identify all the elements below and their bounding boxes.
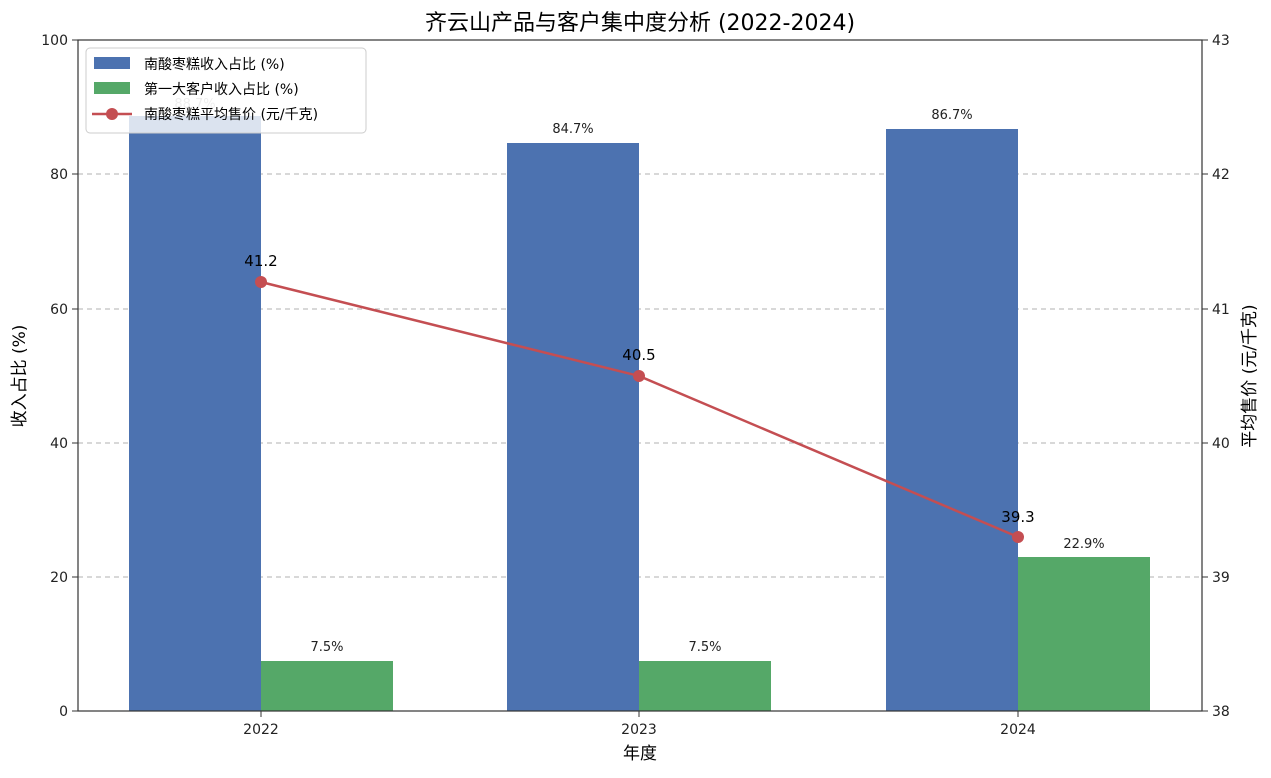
xtick-2022: 2022: [243, 722, 279, 738]
legend-label-product: 南酸枣糕收入占比 (%): [144, 57, 285, 73]
chart-title: 齐云山产品与客户集中度分析 (2022-2024): [425, 11, 855, 36]
price-label-2023: 40.5: [622, 346, 655, 364]
bar-2022-customer: [261, 661, 393, 711]
label-2024-customer: 22.9%: [1063, 537, 1104, 552]
right-y-axis-label: 平均售价 (元/千克): [1240, 304, 1260, 447]
left-y-axis: 0 20 40 60 80 100: [41, 33, 78, 720]
rtick-41: 41: [1212, 302, 1230, 318]
legend-label-price: 南酸枣糕平均售价 (元/千克): [144, 107, 318, 123]
bar-2023-customer: [639, 661, 771, 711]
bar-series-top-customer: [261, 557, 1150, 711]
line-series-price: [255, 276, 1024, 543]
label-2022-customer: 7.5%: [310, 640, 343, 655]
label-2024-product: 86.7%: [931, 108, 972, 123]
bar-series-product-share: [129, 116, 1018, 711]
label-2023-customer: 7.5%: [688, 640, 721, 655]
legend-swatch-customer: [94, 82, 130, 94]
plot-frame: [77, 39, 1203, 712]
ytick-80: 80: [50, 167, 68, 183]
rtick-40: 40: [1212, 436, 1230, 452]
ytick-20: 20: [50, 570, 68, 586]
bar-2023-product: [507, 143, 639, 711]
y-axis-label: 收入占比 (%): [10, 325, 30, 428]
legend: 南酸枣糕收入占比 (%) 第一大客户收入占比 (%) 南酸枣糕平均售价 (元/千…: [85, 47, 367, 134]
rtick-38: 38: [1212, 704, 1230, 720]
rtick-39: 39: [1212, 570, 1230, 586]
x-axis-label: 年度: [623, 744, 657, 764]
legend-marker-price: [106, 108, 118, 120]
price-label-2024: 39.3: [1001, 508, 1034, 526]
marker-2022: [255, 276, 267, 288]
ytick-0: 0: [59, 704, 68, 720]
marker-2023: [633, 370, 645, 382]
price-label-2022: 41.2: [244, 252, 277, 270]
bar-2024-customer: [1018, 557, 1150, 711]
rtick-42: 42: [1212, 167, 1230, 183]
ytick-60: 60: [50, 302, 68, 318]
line-value-labels: 41.2 40.5 39.3: [244, 252, 1034, 526]
legend-swatch-product: [94, 57, 130, 69]
legend-label-customer: 第一大客户收入占比 (%): [144, 81, 299, 98]
bar-2024-product: [886, 129, 1018, 711]
xtick-2023: 2023: [621, 722, 657, 738]
right-y-axis: 38 39 40 41 42 43: [1202, 33, 1230, 720]
x-axis: 2022 2023 2024: [243, 711, 1036, 738]
bar-2022-product: [129, 116, 261, 711]
rtick-43: 43: [1212, 33, 1230, 49]
label-2023-product: 84.7%: [552, 122, 593, 137]
ytick-100: 100: [41, 33, 68, 49]
marker-2024: [1012, 531, 1024, 543]
xtick-2024: 2024: [1000, 722, 1036, 738]
ytick-40: 40: [50, 436, 68, 452]
